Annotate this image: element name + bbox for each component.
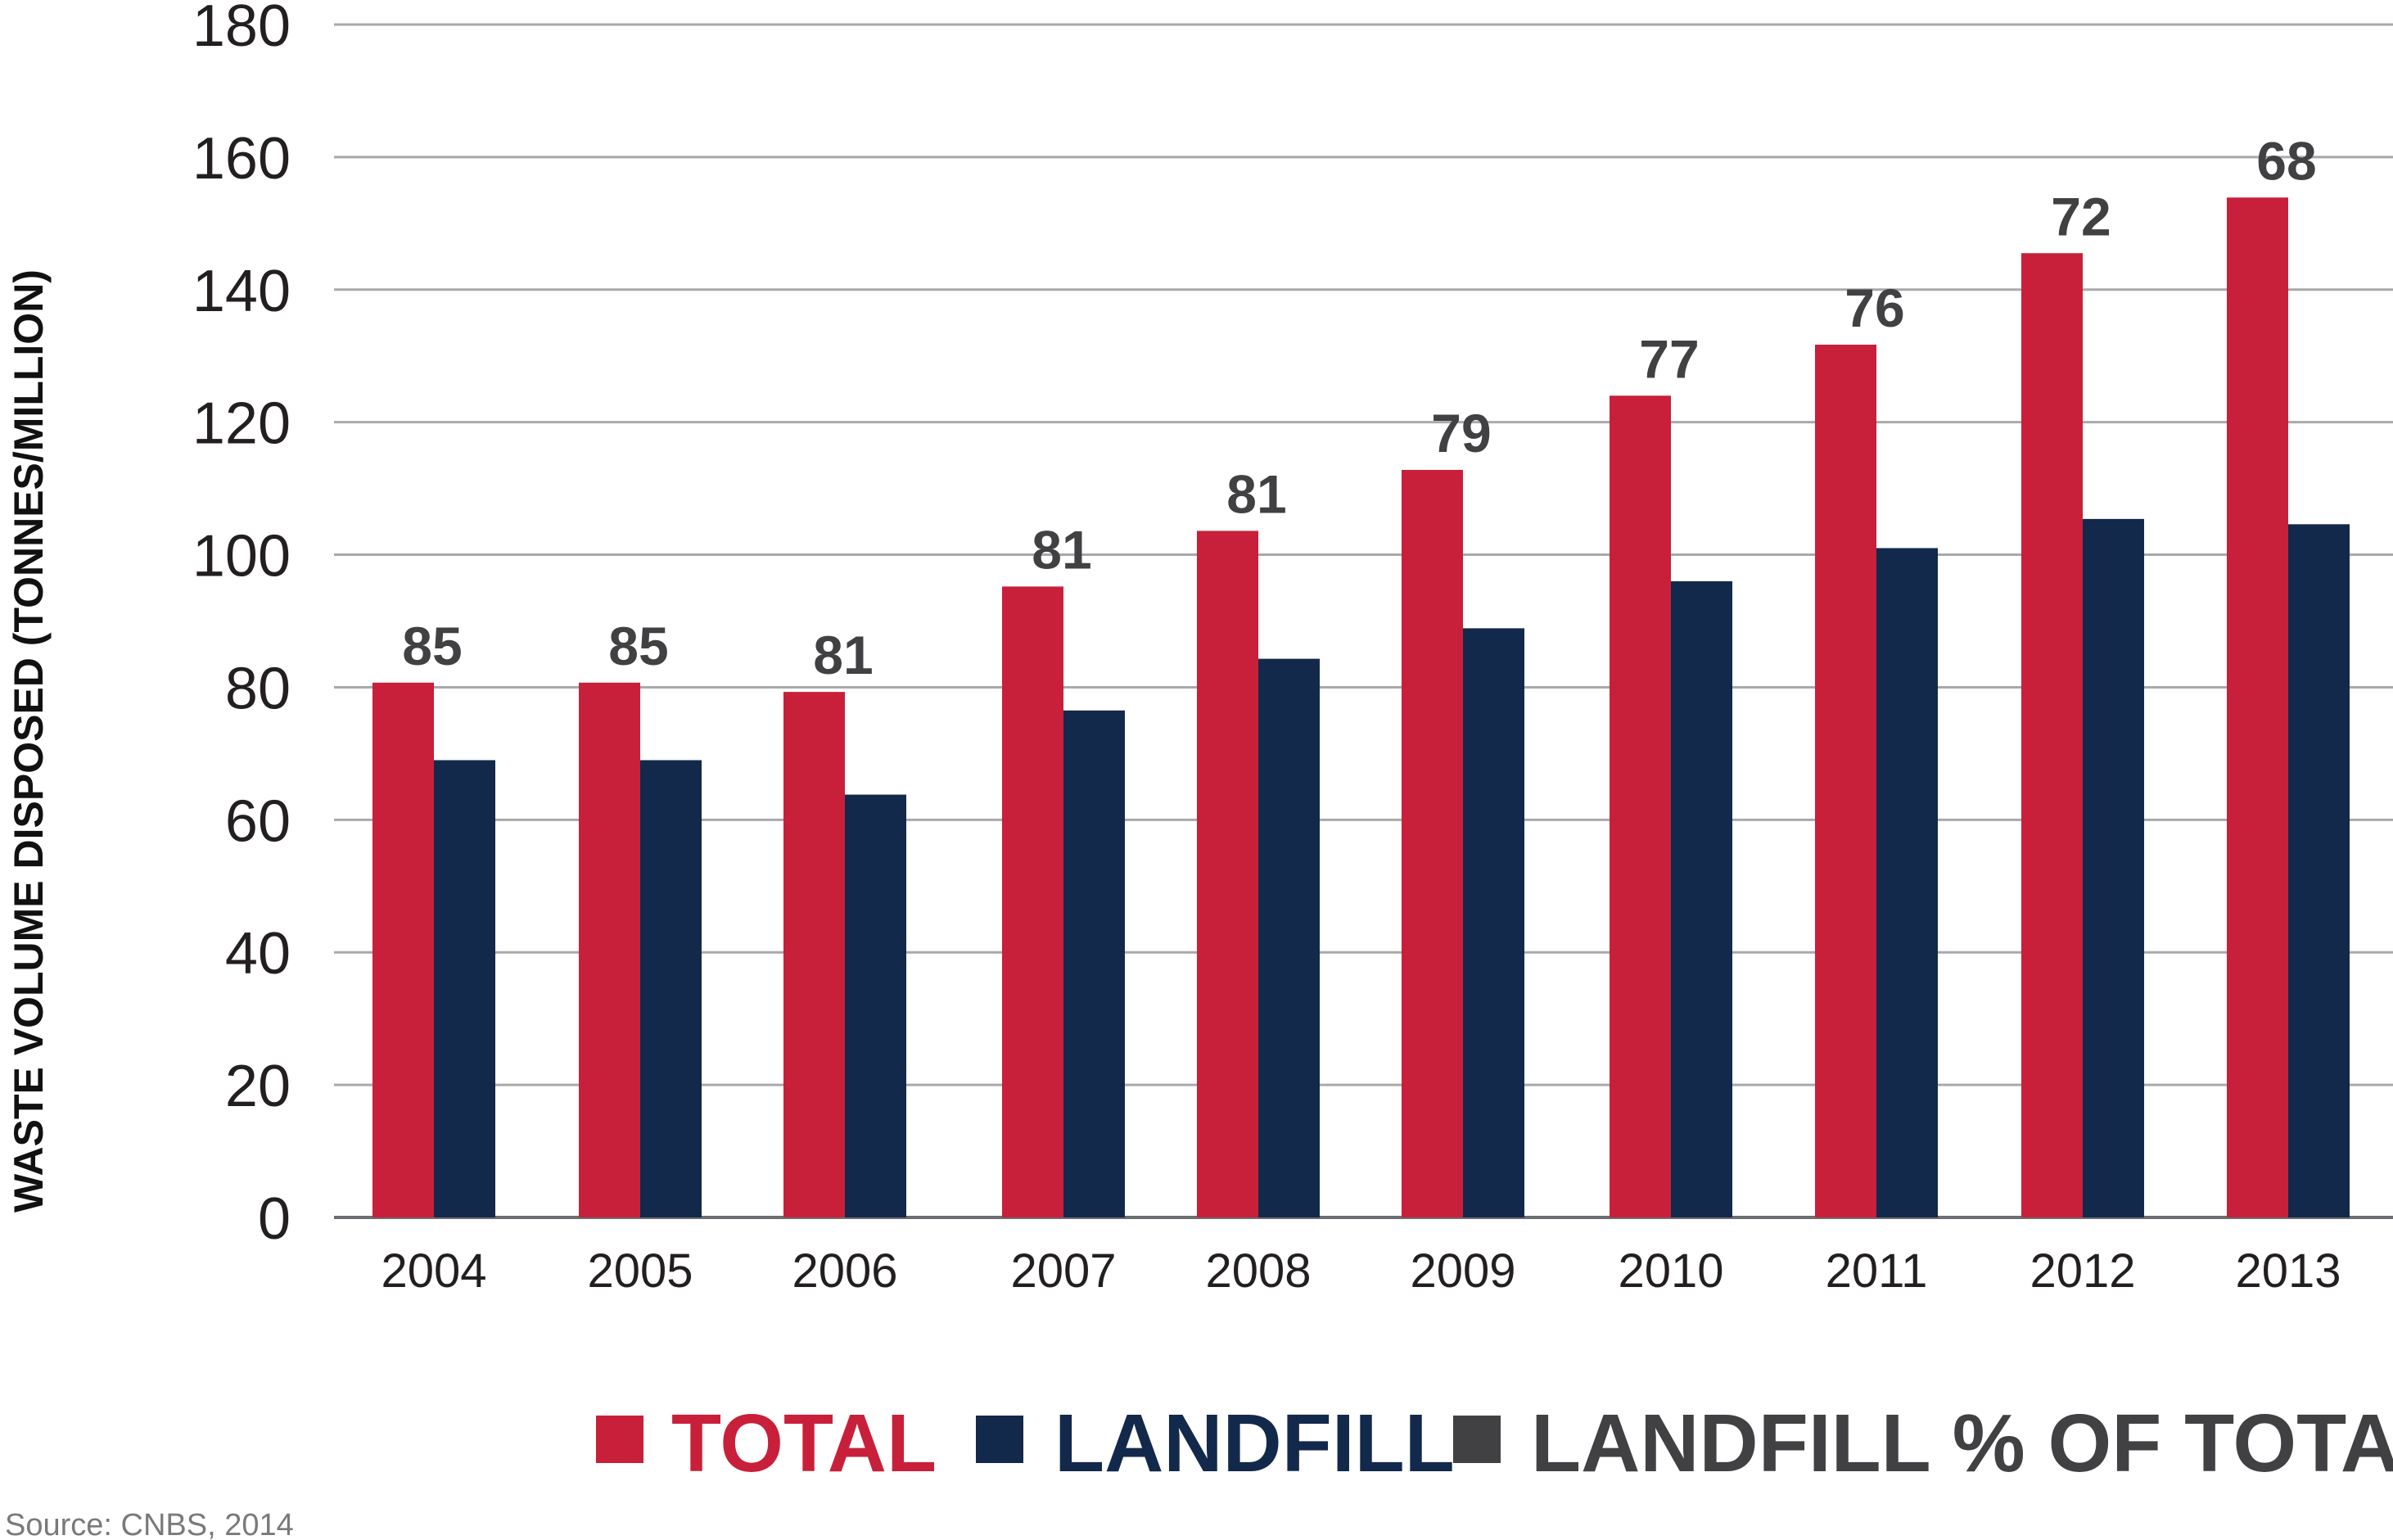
percent-labels: 85 85 81 81 81 79 77 76 72 68 [402, 130, 2316, 685]
legend-item-total: TOTAL [596, 1398, 937, 1489]
bar-total [1197, 531, 1258, 1217]
x-tick-label: 2004 [381, 1244, 486, 1298]
percent-label: 76 [1844, 278, 1904, 338]
x-tick-label: 2005 [587, 1244, 693, 1298]
legend-swatch-landfill [976, 1416, 1023, 1463]
bars [372, 197, 2350, 1218]
y-tick-label: 160 [192, 126, 291, 192]
y-tick-label: 0 [258, 1186, 291, 1252]
y-tick-label: 100 [192, 524, 291, 589]
bar-landfill [1463, 628, 1524, 1217]
percent-label: 81 [1226, 463, 1286, 524]
x-tick-label: 2012 [2030, 1244, 2135, 1298]
bar-landfill [2083, 518, 2144, 1217]
percent-label: 79 [1431, 403, 1491, 463]
y-tick-label: 180 [192, 0, 291, 59]
x-tick-label: 2008 [1205, 1244, 1311, 1298]
percent-label: 77 [1639, 328, 1699, 389]
bar-landfill [1063, 710, 1125, 1217]
y-tick-label: 80 [225, 656, 291, 721]
bar-total [372, 682, 434, 1217]
x-tick-label: 2006 [792, 1244, 897, 1298]
bar-total [783, 692, 845, 1217]
legend-label-landfill-percent: LANDFILL % OF TOTAL [1531, 1398, 2393, 1489]
percent-label: 68 [2256, 130, 2316, 191]
y-tick-label: 20 [225, 1054, 291, 1119]
x-tick-label: 2013 [2235, 1244, 2341, 1298]
bar-landfill [845, 794, 906, 1217]
x-tick-label: 2007 [1010, 1244, 1116, 1298]
y-tick-label: 40 [225, 921, 291, 987]
y-axis-label: WASTE VOLUME DISPOSED (TONNES/MILLION) [6, 269, 52, 1213]
bar-total [1402, 469, 1463, 1217]
x-tick-label: 2011 [1826, 1244, 1928, 1298]
bar-total [579, 682, 640, 1217]
percent-label: 85 [608, 616, 668, 676]
bar-total [2227, 197, 2288, 1217]
percent-label: 81 [813, 625, 873, 685]
source-note: Source: CNBS, 2014 [5, 1508, 294, 1540]
x-tick-label: 2010 [1618, 1244, 1723, 1298]
y-tick-label: 140 [192, 259, 291, 324]
bar-landfill [434, 760, 495, 1217]
bar-landfill [1876, 548, 1938, 1217]
legend-swatch-landfill-percent [1453, 1416, 1501, 1463]
y-tick-label: 60 [225, 788, 291, 854]
y-axis-ticks: 0 20 40 60 80 100 120 140 160 180 [192, 0, 291, 1252]
bar-landfill [1258, 658, 1320, 1217]
legend-item-landfill-percent: LANDFILL % OF TOTAL [1453, 1398, 2393, 1489]
bar-total [1002, 586, 1063, 1217]
percent-label: 81 [1032, 519, 1091, 580]
bar-landfill [2288, 524, 2350, 1217]
legend-label-landfill: LANDFILL [1054, 1398, 1455, 1489]
bar-total [1610, 395, 1671, 1217]
legend-swatch-total [596, 1416, 643, 1463]
y-tick-label: 120 [192, 391, 291, 457]
bar-landfill [640, 760, 702, 1217]
legend-item-landfill: LANDFILL [976, 1398, 1455, 1489]
percent-label: 72 [2051, 186, 2111, 246]
legend-label-total: TOTAL [671, 1398, 937, 1489]
bar-total [1815, 344, 1876, 1217]
percent-label: 85 [402, 616, 462, 676]
legend: TOTAL LANDFILL LANDFILL % OF TOTAL [596, 1398, 2393, 1489]
bar-landfill [1671, 580, 1732, 1217]
bar-total [2021, 253, 2083, 1218]
x-axis-ticks: 2004 2005 2006 2007 2008 2009 2010 2011 2012 2013 [381, 1244, 2341, 1298]
x-tick-label: 2009 [1410, 1244, 1515, 1298]
